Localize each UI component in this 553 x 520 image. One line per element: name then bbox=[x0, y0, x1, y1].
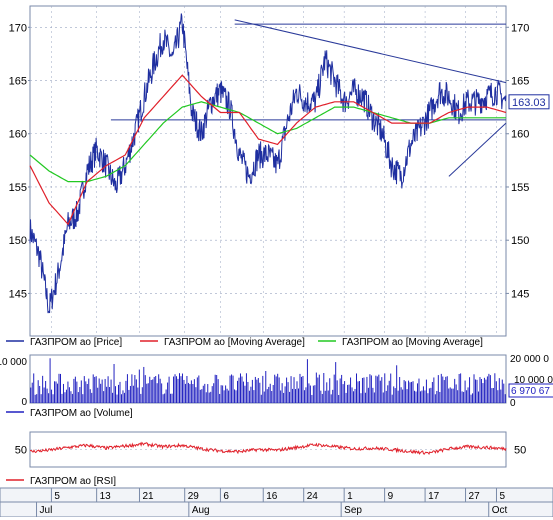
date-month-label: Aug bbox=[192, 505, 210, 516]
last-price-label: 163.03 bbox=[512, 97, 546, 109]
moving-average-short-line bbox=[29, 74, 507, 226]
legend-moving-average-short-label: ГАЗПРОМ ао [Moving Average] bbox=[164, 337, 305, 348]
date-day-label: 29 bbox=[188, 491, 200, 502]
date-month-label: Oct bbox=[492, 505, 508, 516]
price-y-tick-right: 160 bbox=[511, 129, 529, 141]
volume-panel-frame bbox=[29, 354, 507, 404]
volume-y-tick-right: 0 bbox=[510, 398, 516, 409]
rsi-y-tick-left: 50 bbox=[15, 445, 27, 457]
date-month-label: Sep bbox=[344, 505, 362, 516]
date-day-label: 24 bbox=[307, 491, 319, 502]
trend-line bbox=[448, 122, 507, 177]
date-day-label: 17 bbox=[428, 491, 440, 502]
price-y-tick-right: 150 bbox=[511, 235, 529, 247]
price-y-tick-left: 155 bbox=[9, 182, 27, 194]
price-y-tick-right: 155 bbox=[511, 182, 529, 194]
price-panel-frame bbox=[29, 5, 507, 337]
date-day-label: 21 bbox=[142, 491, 154, 502]
date-day-label: 5 bbox=[54, 491, 60, 502]
trend-line bbox=[234, 19, 507, 84]
date-day-label: 6 bbox=[223, 491, 229, 502]
price-y-tick-left: 170 bbox=[9, 22, 27, 34]
last-volume-label: 6 970 67 bbox=[511, 386, 550, 397]
price-y-tick-right: 145 bbox=[511, 288, 529, 300]
date-day-label: 9 bbox=[388, 491, 394, 502]
volume-y-tick-left: 10 000 bbox=[0, 357, 27, 368]
volume-y-tick-right: 20 000 0 bbox=[510, 354, 549, 365]
rsi-series-line bbox=[30, 441, 507, 456]
date-day-label: 27 bbox=[469, 491, 481, 502]
legend-volume-label: ГАЗПРОМ ао [Volume] bbox=[30, 408, 133, 419]
legend-rsi-label: ГАЗПРОМ ао [RSI] bbox=[30, 476, 116, 487]
last-price-box bbox=[508, 94, 550, 110]
date-day-label: 16 bbox=[266, 491, 278, 502]
price-series-line bbox=[29, 13, 507, 314]
volume-y-tick-right: 10 000 0 bbox=[514, 375, 553, 386]
price-y-tick-right: 170 bbox=[511, 22, 529, 34]
date-day-label: 5 bbox=[499, 491, 505, 502]
volume-y-tick-left: 0 bbox=[21, 397, 27, 408]
legend-moving-average-long-label: ГАЗПРОМ ао [Moving Average] bbox=[342, 337, 483, 348]
date-month-label: Jul bbox=[40, 505, 53, 516]
price-y-tick-left: 165 bbox=[9, 76, 27, 88]
price-y-tick-left: 150 bbox=[9, 235, 27, 247]
date-day-label: 13 bbox=[100, 491, 112, 502]
rsi-y-tick-right: 50 bbox=[514, 445, 526, 457]
price-y-tick-left: 145 bbox=[9, 288, 27, 300]
price-y-tick-right: 165 bbox=[511, 76, 529, 88]
last-volume-box bbox=[508, 383, 553, 398]
legend-price-label: ГАЗПРОМ ао [Price] bbox=[30, 337, 122, 348]
date-day-label: 1 bbox=[347, 491, 353, 502]
price-y-tick-left: 160 bbox=[9, 129, 27, 141]
